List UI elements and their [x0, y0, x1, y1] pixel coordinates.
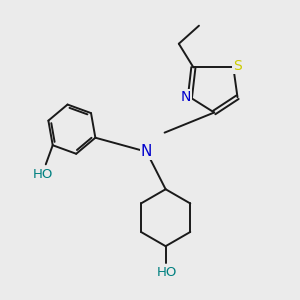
Text: HO: HO	[33, 168, 53, 181]
Text: HO: HO	[157, 266, 178, 279]
Text: S: S	[233, 58, 242, 73]
Text: N: N	[141, 144, 152, 159]
Text: N: N	[181, 90, 191, 104]
